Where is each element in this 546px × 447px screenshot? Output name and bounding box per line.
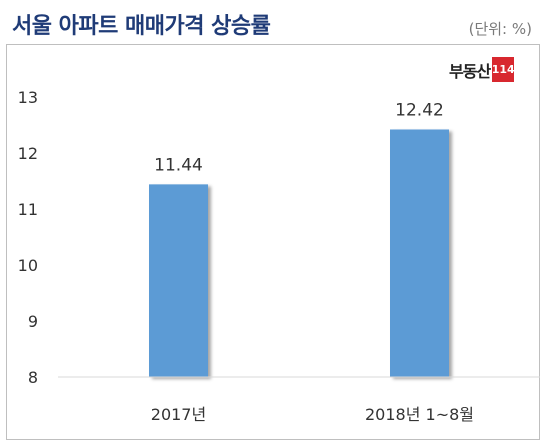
x-axis: 2017년 2018년 1~8월 bbox=[58, 376, 540, 424]
chart-title: 서울 아파트 매매가격 상승률 bbox=[12, 14, 271, 39]
data-label: 12.42 bbox=[395, 100, 444, 120]
logo-text: 부동산 bbox=[449, 61, 491, 81]
y-tick-label: 8 bbox=[28, 368, 38, 387]
y-tick-label: 10 bbox=[18, 256, 38, 275]
y-tick-label: 12 bbox=[18, 144, 38, 163]
bar bbox=[390, 129, 449, 377]
unit-label: (단위: %) bbox=[468, 20, 532, 38]
x-tick-label: 2017년 bbox=[151, 405, 206, 424]
logo: 부동산 114 bbox=[449, 57, 515, 82]
y-tick-label: 11 bbox=[18, 200, 38, 219]
data-label: 11.44 bbox=[154, 155, 203, 175]
y-tick-label: 9 bbox=[28, 312, 38, 331]
bar bbox=[149, 184, 208, 377]
bars: 11.44 12.42 bbox=[149, 100, 449, 377]
y-axis: 8 9 10 11 12 13 bbox=[18, 88, 38, 387]
x-tick-label: 2018년 1~8월 bbox=[365, 405, 474, 424]
chart-frame bbox=[6, 44, 540, 440]
logo-badge: 114 bbox=[492, 57, 515, 82]
y-tick-label: 13 bbox=[18, 88, 38, 107]
